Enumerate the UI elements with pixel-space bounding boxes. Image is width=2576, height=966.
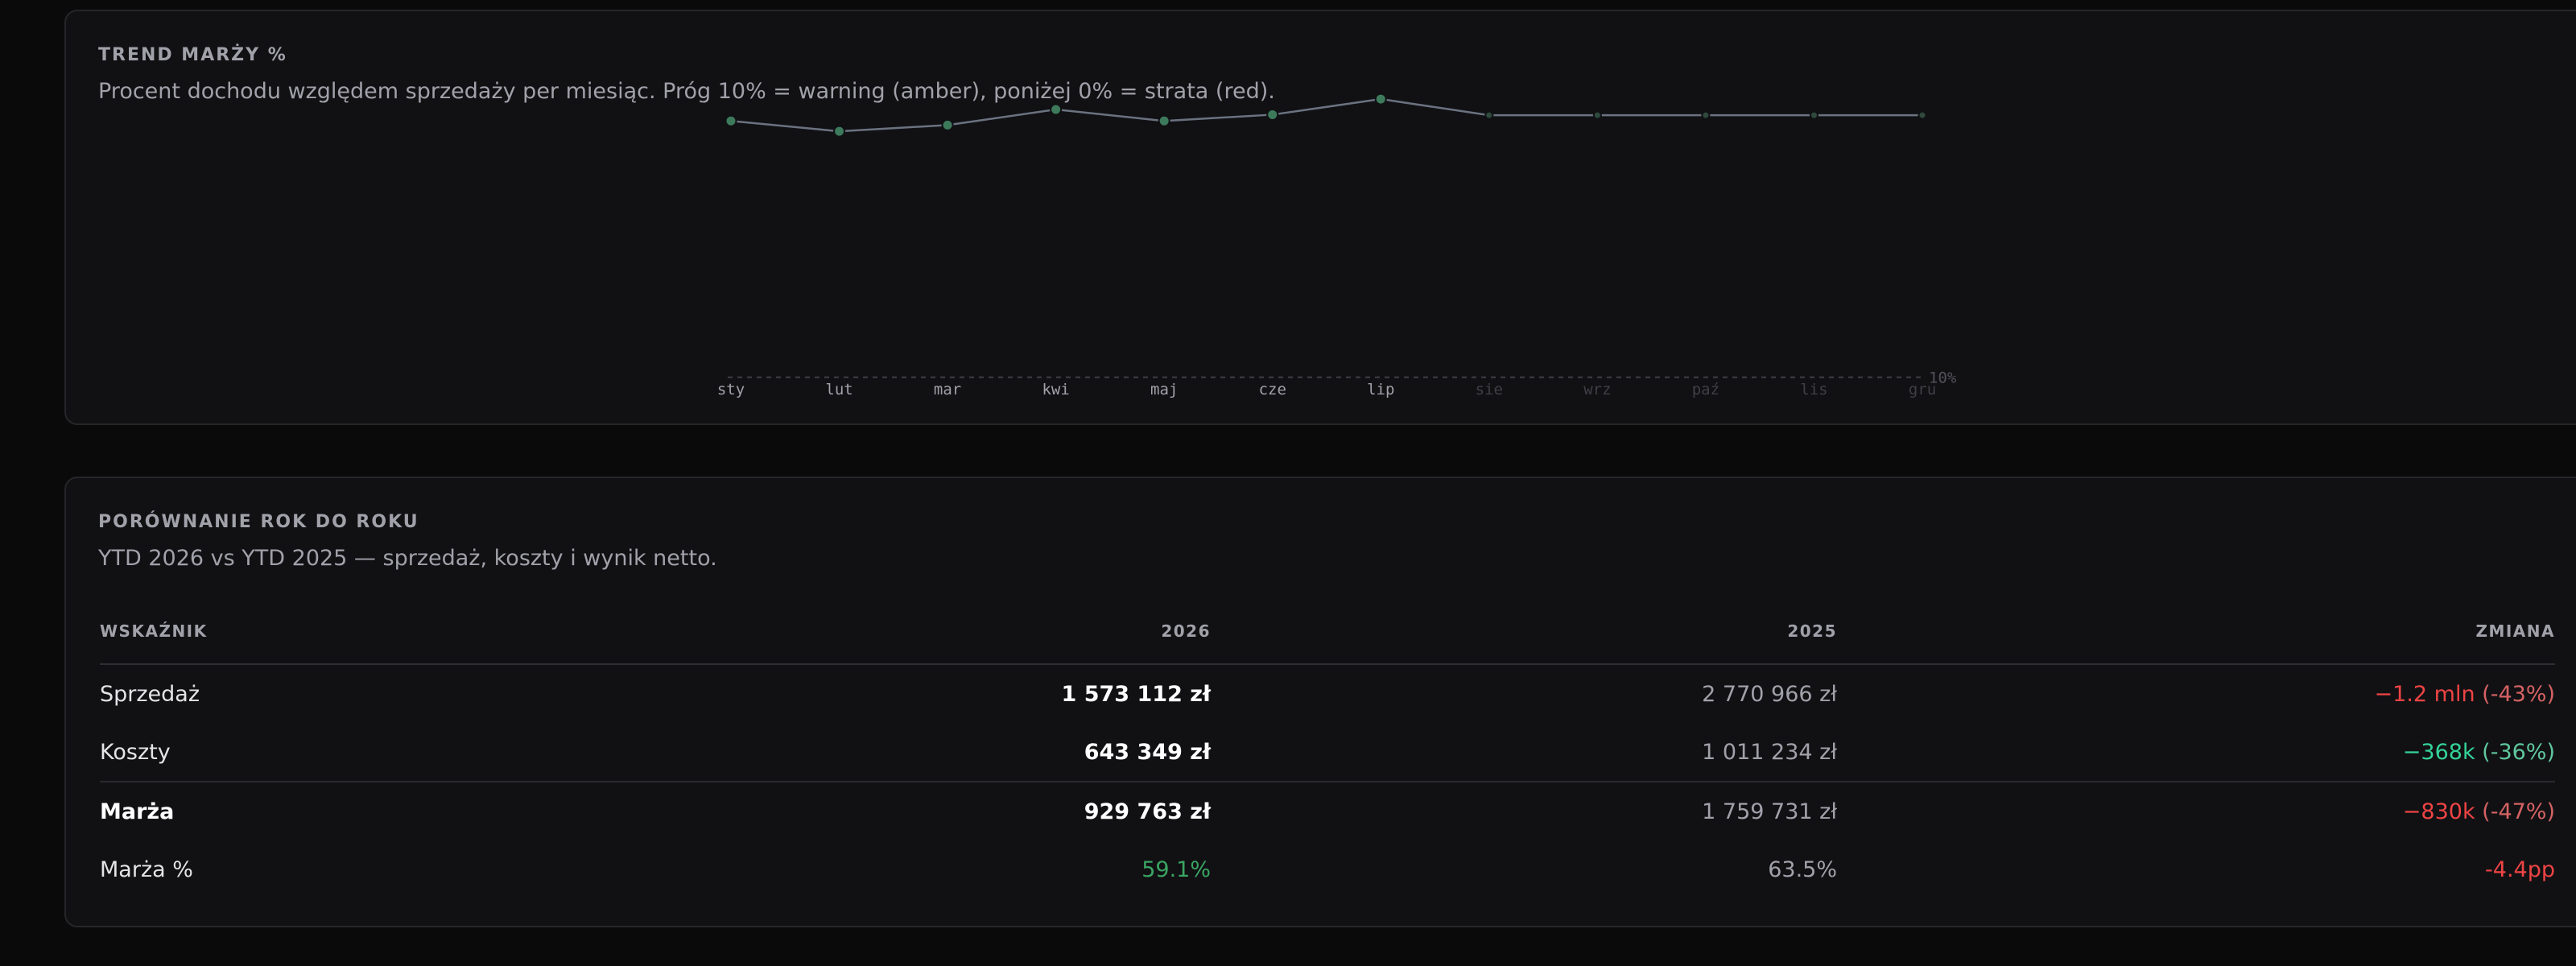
month-label: sie bbox=[1476, 381, 1503, 398]
value-2026: 1 573 112 zł bbox=[1061, 681, 1211, 707]
month-label: lip bbox=[1367, 381, 1394, 398]
data-point[interactable] bbox=[1266, 108, 1279, 121]
month-label: sty bbox=[717, 381, 745, 398]
month-label: cze bbox=[1259, 381, 1286, 398]
data-point[interactable] bbox=[1374, 93, 1387, 105]
row-label: Koszty bbox=[100, 723, 728, 782]
data-point[interactable] bbox=[941, 118, 954, 131]
yoy-title: PORÓWNANIE ROK DO ROKU bbox=[98, 512, 419, 532]
header-2025: 2025 bbox=[1211, 599, 1837, 665]
data-point[interactable] bbox=[1701, 110, 1711, 120]
header-2026: 2026 bbox=[728, 599, 1211, 665]
change-value: −368k (-36%) bbox=[1837, 723, 2555, 782]
table-row: Koszty 643 349 zł 1 011 234 zł −368k (-3… bbox=[100, 723, 2555, 782]
year-over-year-card: PORÓWNANIE ROK DO ROKU YTD 2026 vs YTD 2… bbox=[64, 477, 2576, 927]
month-label: kwi bbox=[1042, 381, 1069, 398]
threshold-label: 10% bbox=[1929, 369, 1957, 387]
data-point[interactable] bbox=[1158, 114, 1170, 127]
value-2026: 929 763 zł bbox=[1084, 799, 1211, 824]
data-point[interactable] bbox=[1809, 110, 1818, 120]
value-2026: 59.1% bbox=[1141, 857, 1211, 882]
data-point[interactable] bbox=[1918, 110, 1927, 120]
month-label: gru bbox=[1909, 381, 1936, 398]
change-amount: −368k bbox=[2402, 739, 2475, 765]
data-point[interactable] bbox=[833, 125, 846, 138]
value-2025: 2 770 966 zł bbox=[1702, 681, 1837, 707]
yoy-header-row: WSKAŹNIK 2026 2025 ZMIANA bbox=[100, 599, 2555, 665]
month-label: mar bbox=[934, 381, 961, 398]
month-label: lis bbox=[1800, 381, 1827, 398]
change-amount: -4.4pp bbox=[2485, 857, 2555, 882]
change-percent: (-36%) bbox=[2475, 739, 2555, 765]
row-label: Marża bbox=[100, 799, 175, 824]
row-label: Marża % bbox=[100, 857, 193, 882]
change-percent: (-47%) bbox=[2475, 799, 2555, 824]
value-2025: 1 759 731 zł bbox=[1702, 799, 1837, 824]
margin-trend-chart: 10% sty lut mar kwi maj cze lip sie wrz paź lis gru bbox=[717, 93, 1957, 398]
row-label: Sprzedaż bbox=[100, 681, 200, 707]
table-row: Sprzedaż 1 573 112 zł 2 770 966 zł −1.2 … bbox=[100, 664, 2555, 723]
value-2026: 643 349 zł bbox=[728, 723, 1211, 782]
month-label: paź bbox=[1692, 381, 1719, 398]
value-2025: 63.5% bbox=[1768, 857, 1837, 882]
change-value: −1.2 mln (-43%) bbox=[1837, 664, 2555, 723]
margin-trend-card: TREND MARŻY % Procent dochodu względem s… bbox=[64, 10, 2576, 425]
margin-trend-description: Procent dochodu względem sprzedaży per m… bbox=[98, 79, 1275, 104]
change-percent: (-43%) bbox=[2475, 681, 2555, 707]
table-row: Marża 929 763 zł 1 759 731 zł −830k (-47… bbox=[100, 782, 2555, 840]
table-row: Marża % 59.1% 63.5% -4.4pp bbox=[100, 840, 2555, 898]
change-value: -4.4pp bbox=[1837, 840, 2555, 898]
margin-series-line bbox=[730, 97, 1922, 133]
month-label: lut bbox=[825, 381, 852, 398]
month-label: maj bbox=[1150, 381, 1178, 398]
change-amount: −830k bbox=[2402, 799, 2475, 824]
header-change: ZMIANA bbox=[1837, 599, 2555, 665]
change-value: −830k (-47%) bbox=[1837, 782, 2555, 840]
data-point[interactable] bbox=[1050, 103, 1063, 116]
change-amount: −1.2 mln bbox=[2374, 681, 2475, 707]
month-label: wrz bbox=[1583, 381, 1611, 398]
margin-trend-title: TREND MARŻY % bbox=[98, 45, 287, 65]
data-point[interactable] bbox=[1484, 110, 1494, 120]
data-point[interactable] bbox=[724, 114, 737, 127]
data-point[interactable] bbox=[1592, 110, 1602, 120]
header-metric: WSKAŹNIK bbox=[100, 599, 728, 665]
yoy-description: YTD 2026 vs YTD 2025 — sprzedaż, koszty … bbox=[98, 546, 717, 571]
value-2025: 1 011 234 zł bbox=[1211, 723, 1837, 782]
yoy-table: WSKAŹNIK 2026 2025 ZMIANA Sprzedaż 1 573… bbox=[100, 599, 2555, 898]
